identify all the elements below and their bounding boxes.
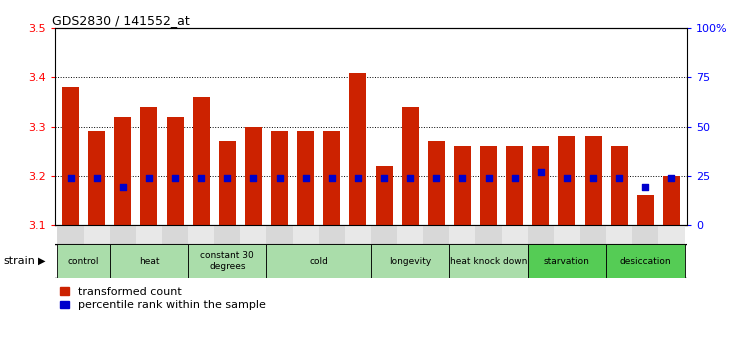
Bar [558, 136, 575, 225]
Point [117, 185, 129, 190]
Bar [140, 107, 157, 225]
Bar [193, 97, 210, 225]
Point [378, 175, 390, 181]
Point [248, 175, 260, 181]
Text: desiccation: desiccation [619, 257, 671, 266]
Bar [659, 225, 684, 244]
Bar [188, 244, 267, 278]
Bar [110, 244, 188, 278]
Point [613, 175, 625, 181]
Bar [610, 146, 628, 225]
Bar [114, 117, 132, 225]
Point [404, 175, 416, 181]
Bar [480, 146, 497, 225]
Bar [167, 117, 183, 225]
Point [300, 175, 311, 181]
Point [561, 175, 573, 181]
Text: starvation: starvation [544, 257, 590, 266]
Bar [267, 244, 371, 278]
Text: heat knock down: heat knock down [450, 257, 527, 266]
Bar [397, 225, 423, 244]
Point [431, 175, 442, 181]
Bar [376, 166, 393, 225]
Bar [637, 195, 654, 225]
Bar [110, 225, 136, 244]
Bar [401, 107, 419, 225]
Bar [349, 73, 366, 225]
Bar [58, 225, 83, 244]
Point [509, 175, 520, 181]
Point [666, 175, 678, 181]
Point [91, 175, 102, 181]
Bar [214, 225, 240, 244]
Text: strain: strain [4, 256, 36, 266]
Bar [554, 225, 580, 244]
Point [195, 175, 207, 181]
Point [326, 175, 338, 181]
Bar [450, 225, 475, 244]
Point [352, 175, 364, 181]
Bar [580, 225, 606, 244]
Bar [371, 225, 397, 244]
Bar [188, 225, 214, 244]
Bar [345, 225, 371, 244]
Bar [506, 146, 523, 225]
Legend: transformed count, percentile rank within the sample: transformed count, percentile rank withi… [61, 287, 266, 310]
Bar [585, 136, 602, 225]
Point [535, 169, 547, 175]
Text: constant 30
degrees: constant 30 degrees [200, 251, 254, 271]
Point [64, 175, 76, 181]
Bar [528, 225, 554, 244]
Bar [323, 131, 341, 225]
Bar [88, 131, 105, 225]
Bar [475, 225, 501, 244]
Text: longevity: longevity [389, 257, 431, 266]
Text: ▶: ▶ [38, 256, 45, 266]
Bar [371, 244, 450, 278]
Bar [632, 225, 659, 244]
Bar [606, 244, 684, 278]
Bar [292, 225, 319, 244]
Bar [423, 225, 450, 244]
Point [143, 175, 155, 181]
Bar [428, 141, 444, 225]
Bar [162, 225, 188, 244]
Bar [528, 244, 606, 278]
Bar [240, 225, 267, 244]
Bar [271, 131, 288, 225]
Bar [663, 176, 680, 225]
Text: GDS2830 / 141552_at: GDS2830 / 141552_at [52, 14, 189, 27]
Point [273, 175, 285, 181]
Point [169, 175, 181, 181]
Bar [83, 225, 110, 244]
Bar [58, 244, 110, 278]
Point [587, 175, 599, 181]
Bar [532, 146, 549, 225]
Bar [245, 127, 262, 225]
Bar [454, 146, 471, 225]
Text: heat: heat [139, 257, 159, 266]
Point [482, 175, 494, 181]
Bar [319, 225, 345, 244]
Bar [450, 244, 528, 278]
Bar [136, 225, 162, 244]
Text: control: control [68, 257, 99, 266]
Point [457, 175, 469, 181]
Bar [62, 87, 79, 225]
Point [221, 175, 233, 181]
Bar [219, 141, 236, 225]
Point [640, 185, 651, 190]
Bar [267, 225, 292, 244]
Bar [501, 225, 528, 244]
Bar [606, 225, 632, 244]
Text: cold: cold [309, 257, 328, 266]
Bar [298, 131, 314, 225]
